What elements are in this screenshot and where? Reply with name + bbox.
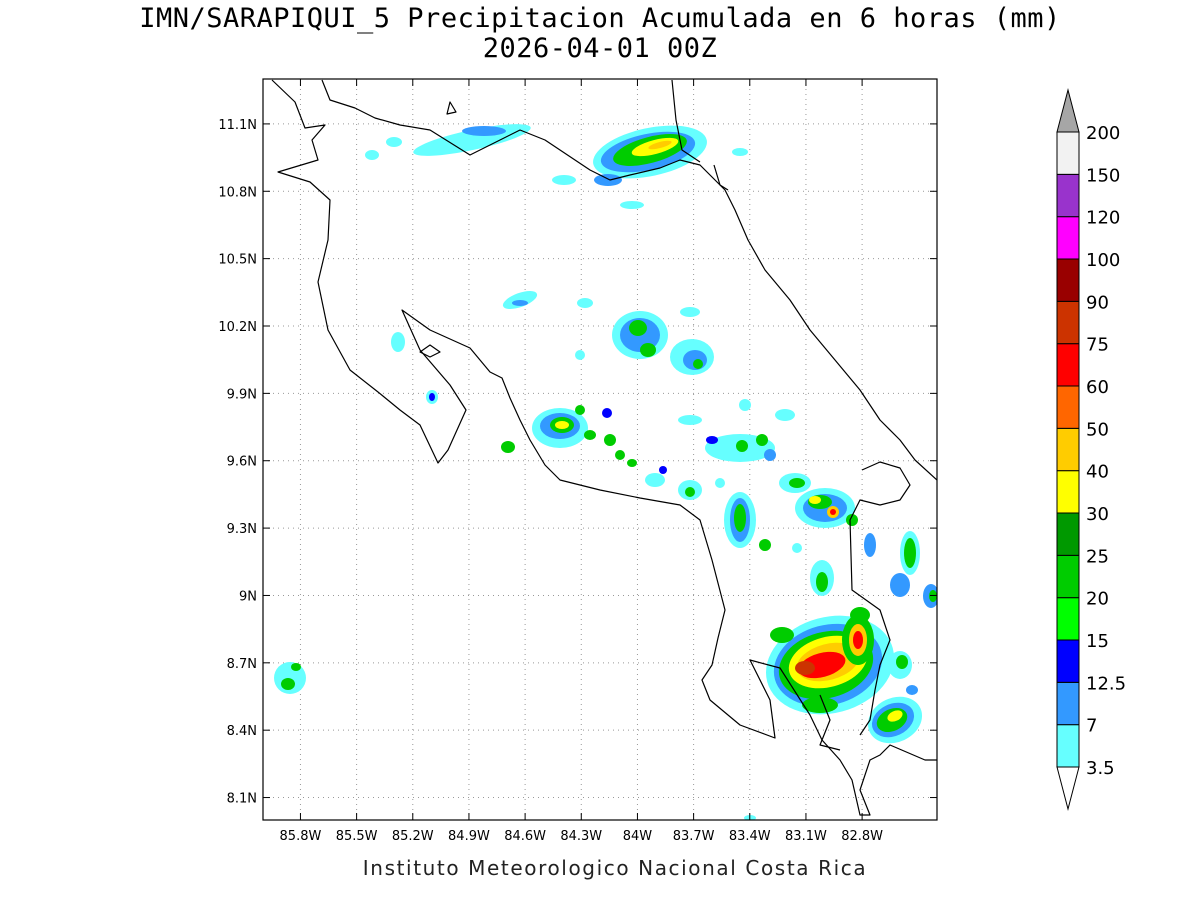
- precip-cell: [678, 399, 795, 462]
- lat-tick-label: 10.8N: [218, 185, 257, 200]
- colorbar-label: 200: [1086, 123, 1120, 144]
- precip-cell: [391, 290, 700, 352]
- precip-cell: [552, 125, 748, 209]
- lon-tick-label: 85.8W: [280, 829, 322, 844]
- lat-tick-label: 10.2N: [218, 320, 257, 335]
- lat-tick-label: 8.7N: [227, 657, 257, 672]
- colorbar-label: 75: [1086, 335, 1109, 356]
- axis-ticks: 85.8W 85.5W 85.2W 84.9W 84.6W 84.3W 84W 83.7W 83…: [218, 79, 937, 844]
- colorbar-label: 60: [1086, 377, 1109, 398]
- precip-cell: [426, 390, 596, 453]
- precip-cell: [575, 311, 714, 375]
- lon-tick-label: 85.2W: [392, 829, 434, 844]
- colorbar-label: 50: [1086, 419, 1109, 440]
- lon-tick-label: 84.9W: [448, 829, 490, 844]
- lon-tick-label: 83.1W: [785, 829, 827, 844]
- map-valid-time: 2026-04-01 00Z: [482, 33, 718, 64]
- colorbar-label: 3.5: [1086, 758, 1115, 779]
- colorbar-segment: [1056, 385, 1080, 429]
- colorbar-segment: [1056, 173, 1080, 218]
- precip-cell: [602, 408, 725, 500]
- colorbar-label: 90: [1086, 292, 1109, 313]
- colorbar-segment: [1056, 300, 1080, 345]
- colorbar-label: 15: [1086, 631, 1109, 652]
- colorbar-label: 120: [1086, 208, 1120, 229]
- colorbar-label: 40: [1086, 462, 1109, 483]
- plot-frame: [262, 78, 938, 821]
- lon-tick-label: 84W: [623, 829, 653, 844]
- colorbar-label: 20: [1086, 589, 1109, 610]
- lat-tick-label: 10.5N: [218, 253, 257, 268]
- colorbar-segment: [1056, 343, 1080, 387]
- precip-cell: [765, 607, 895, 715]
- precip-cell: [724, 473, 858, 551]
- lat-tick-label: 9.9N: [227, 387, 257, 402]
- colorbar-max-arrow: [1056, 88, 1080, 133]
- colorbar-segment: [1056, 597, 1080, 641]
- colorbar-segment: [1056, 470, 1080, 514]
- credit-text: Instituto Meteorologico Nacional Costa R…: [362, 856, 868, 880]
- colorbar-label: 25: [1086, 546, 1109, 567]
- map-title: IMN/SARAPIQUI_5 Precipitacion Acumulada …: [139, 3, 1061, 34]
- colorbar-segment: [1056, 512, 1080, 556]
- precipitation-field: [274, 124, 937, 820]
- lat-tick-label: 9N: [239, 589, 257, 604]
- lat-tick-label: 9.6N: [227, 455, 257, 470]
- colorbar-segment: [1056, 724, 1080, 768]
- colorbar-label: 150: [1086, 165, 1120, 186]
- colorbar-label: 7: [1086, 716, 1097, 737]
- lat-tick-label: 8.1N: [227, 792, 257, 807]
- colorbar-segment: [1056, 131, 1080, 175]
- lon-tick-label: 83.7W: [673, 829, 715, 844]
- colorbar: 3.5 7 12.5 15 20 25 30 40 50 60 75 90 100 120 150 200: [1056, 88, 1126, 811]
- lon-tick-label: 82.8W: [841, 829, 883, 844]
- lon-tick-label: 84.6W: [504, 829, 546, 844]
- lat-tick-label: 8.4N: [227, 724, 257, 739]
- precip-cell: [792, 531, 937, 608]
- precip-cell: [274, 662, 756, 820]
- precip-cell: [365, 124, 531, 160]
- lat-tick-label: 11.1N: [218, 118, 257, 133]
- colorbar-segment: [1056, 427, 1080, 472]
- colorbar-segment: [1056, 681, 1080, 726]
- colorbar-segment: [1056, 554, 1080, 599]
- colorbar-segment: [1056, 216, 1080, 260]
- colorbar-min-arrow: [1056, 766, 1080, 811]
- lat-tick-label: 9.3N: [227, 522, 257, 537]
- lon-tick-label: 83.4W: [729, 829, 771, 844]
- lon-tick-label: 85.5W: [336, 829, 378, 844]
- colorbar-segment: [1056, 639, 1080, 683]
- coastlines: [271, 79, 937, 816]
- colorbar-label: 100: [1086, 250, 1120, 271]
- colorbar-segment: [1056, 258, 1080, 302]
- colorbar-label: 12.5: [1086, 673, 1126, 694]
- lon-tick-label: 84.3W: [560, 829, 602, 844]
- precip-cell: [867, 651, 923, 744]
- colorbar-label: 30: [1086, 504, 1109, 525]
